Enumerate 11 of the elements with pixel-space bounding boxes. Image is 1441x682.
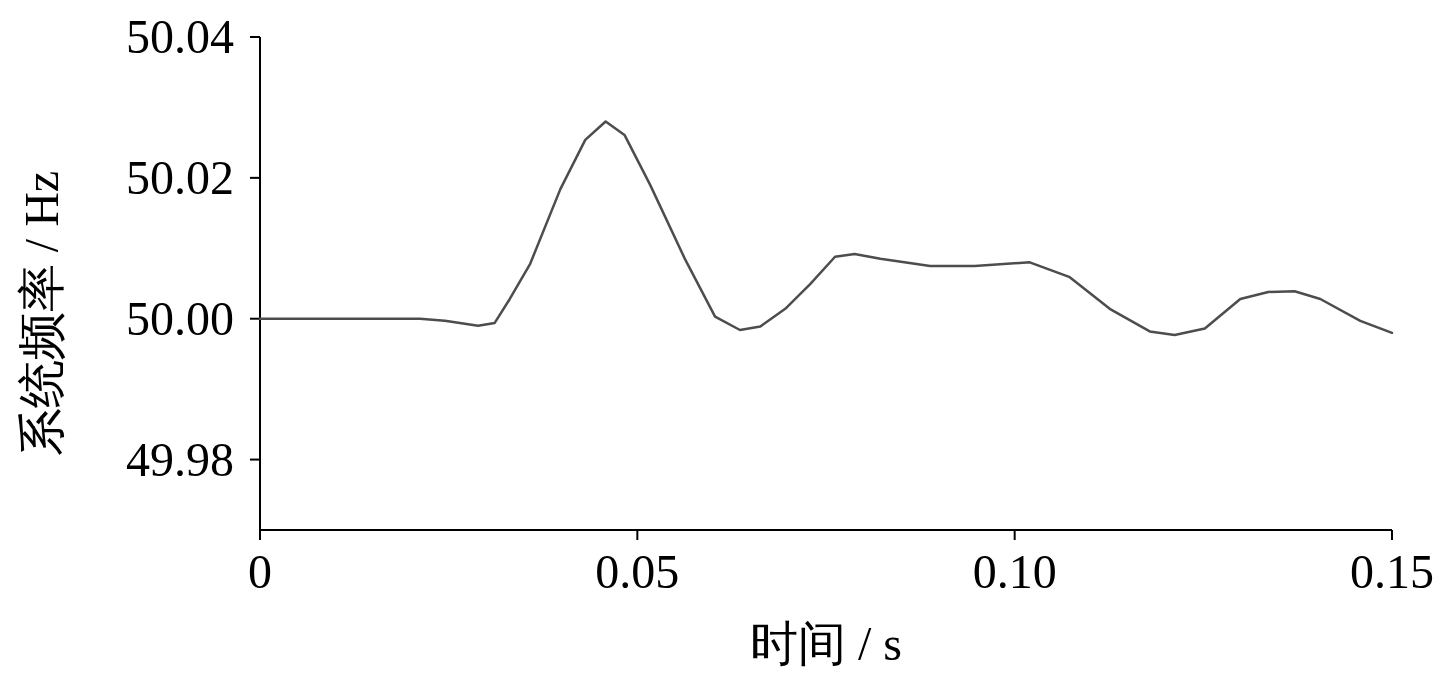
x-tick-label: 0 (248, 545, 272, 598)
y-tick-label: 50.04 (126, 10, 234, 63)
x-axis-title: 时间 / s (749, 617, 903, 670)
line-series (258, 120, 1394, 337)
x-tick-label: 0.05 (595, 545, 680, 598)
x-tick-label: 0.10 (972, 545, 1057, 598)
y-tick-label: 49.98 (126, 432, 234, 486)
y-tick-label: 50.00 (126, 291, 234, 345)
y-axis-title: 系统频率 / Hz (15, 170, 68, 457)
x-tick-label: 0.15 (1350, 545, 1434, 598)
y-tick-label: 50.02 (126, 150, 234, 204)
